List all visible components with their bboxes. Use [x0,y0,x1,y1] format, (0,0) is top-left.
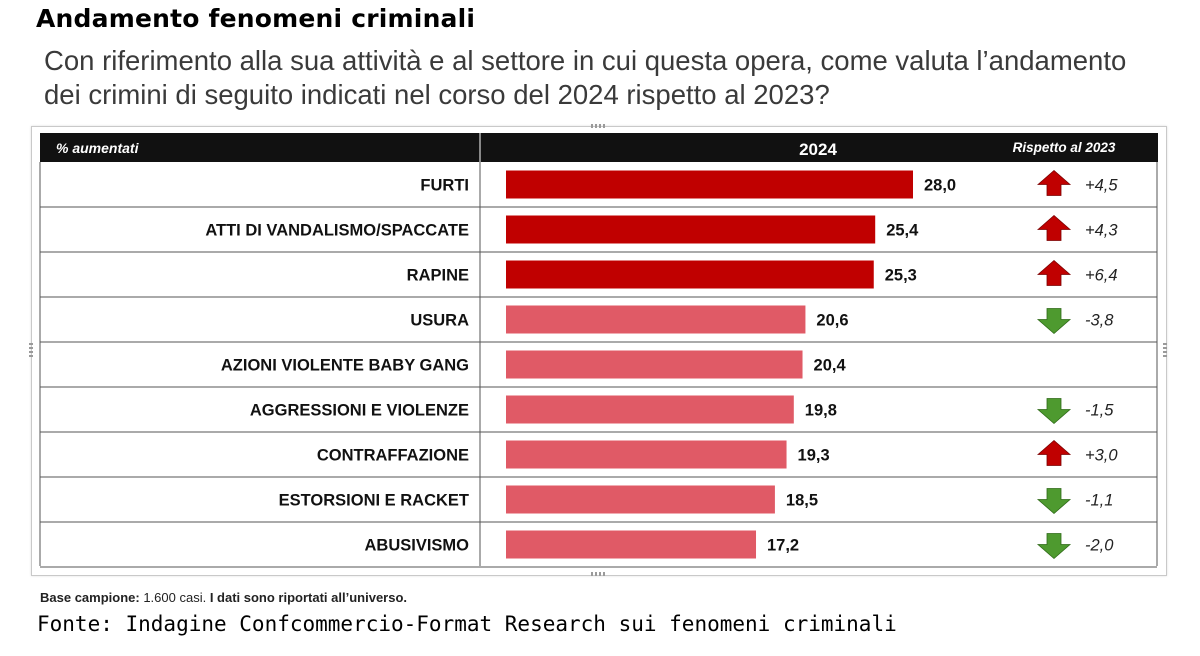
resize-handle-top[interactable] [591,124,605,128]
change-label: +4,3 [1085,222,1118,240]
category-label: ESTORSIONI E RACKET [279,492,469,510]
category-label: ABUSIVISMO [364,537,469,555]
bar [506,215,876,244]
category-label: USURA [410,312,469,330]
arrow-down-icon [1036,398,1072,425]
table-header-bar [40,133,1158,162]
category-label: FURTI [420,177,469,195]
change-label: +6,4 [1085,267,1118,285]
arrow-down-icon [1036,533,1072,560]
arrow-up-icon [1036,214,1072,241]
value-label: 17,2 [767,537,799,555]
arrow-up-icon [1036,439,1072,466]
header-label-column: % aumentati [56,140,140,156]
header-year-column: 2024 [799,140,837,159]
footnote-rest: I dati sono riportati all’universo. [206,590,408,605]
category-label: AZIONI VIOLENTE BABY GANG [221,357,469,375]
header-change-column: Rispetto al 2023 [1013,140,1116,155]
change-label: -1,1 [1085,492,1113,510]
source-note: Fonte: Indagine Confcommercio-Format Res… [37,612,897,636]
value-label: 25,3 [885,267,917,285]
bar [506,395,794,424]
resize-handle-left[interactable] [29,343,33,357]
category-label: RAPINE [407,267,469,285]
bar [506,170,913,199]
sample-footnote: Base campione: 1.600 casi. I dati sono r… [40,590,407,605]
bar [506,530,757,559]
value-label: 25,4 [886,222,919,240]
category-label: AGGRESSIONI E VIOLENZE [250,402,469,420]
chart-title: Andamento fenomeni criminali [36,4,476,33]
bar [506,260,874,289]
arrow-down-icon [1036,488,1072,515]
value-label: 20,6 [816,312,848,330]
category-label: CONTRAFFAZIONE [317,447,469,465]
change-label: +3,0 [1085,447,1118,465]
survey-question: Con riferimento alla sua attività e al s… [44,45,1127,110]
bar [506,485,775,514]
value-label: 20,4 [814,357,847,375]
change-label: +4,5 [1085,177,1118,195]
change-label: -1,5 [1085,402,1114,420]
resize-handle-right[interactable] [1163,343,1167,357]
arrow-up-icon [1036,259,1072,286]
arrow-down-icon [1036,308,1072,335]
value-label: 18,5 [786,492,818,510]
value-label: 28,0 [924,177,956,195]
value-label: 19,3 [798,447,830,465]
footnote-prefix: Base campione: [40,590,144,605]
bar [506,440,787,469]
category-label: ATTI DI VANDALISMO/SPACCATE [205,222,469,240]
bar [506,305,806,334]
value-label: 19,8 [805,402,837,420]
bar [506,350,803,379]
resize-handle-bottom[interactable] [591,572,605,576]
arrow-up-icon [1036,169,1072,196]
change-label: -3,8 [1085,312,1114,330]
footnote-count: 1.600 casi. [143,590,207,605]
change-label: -2,0 [1085,537,1114,555]
